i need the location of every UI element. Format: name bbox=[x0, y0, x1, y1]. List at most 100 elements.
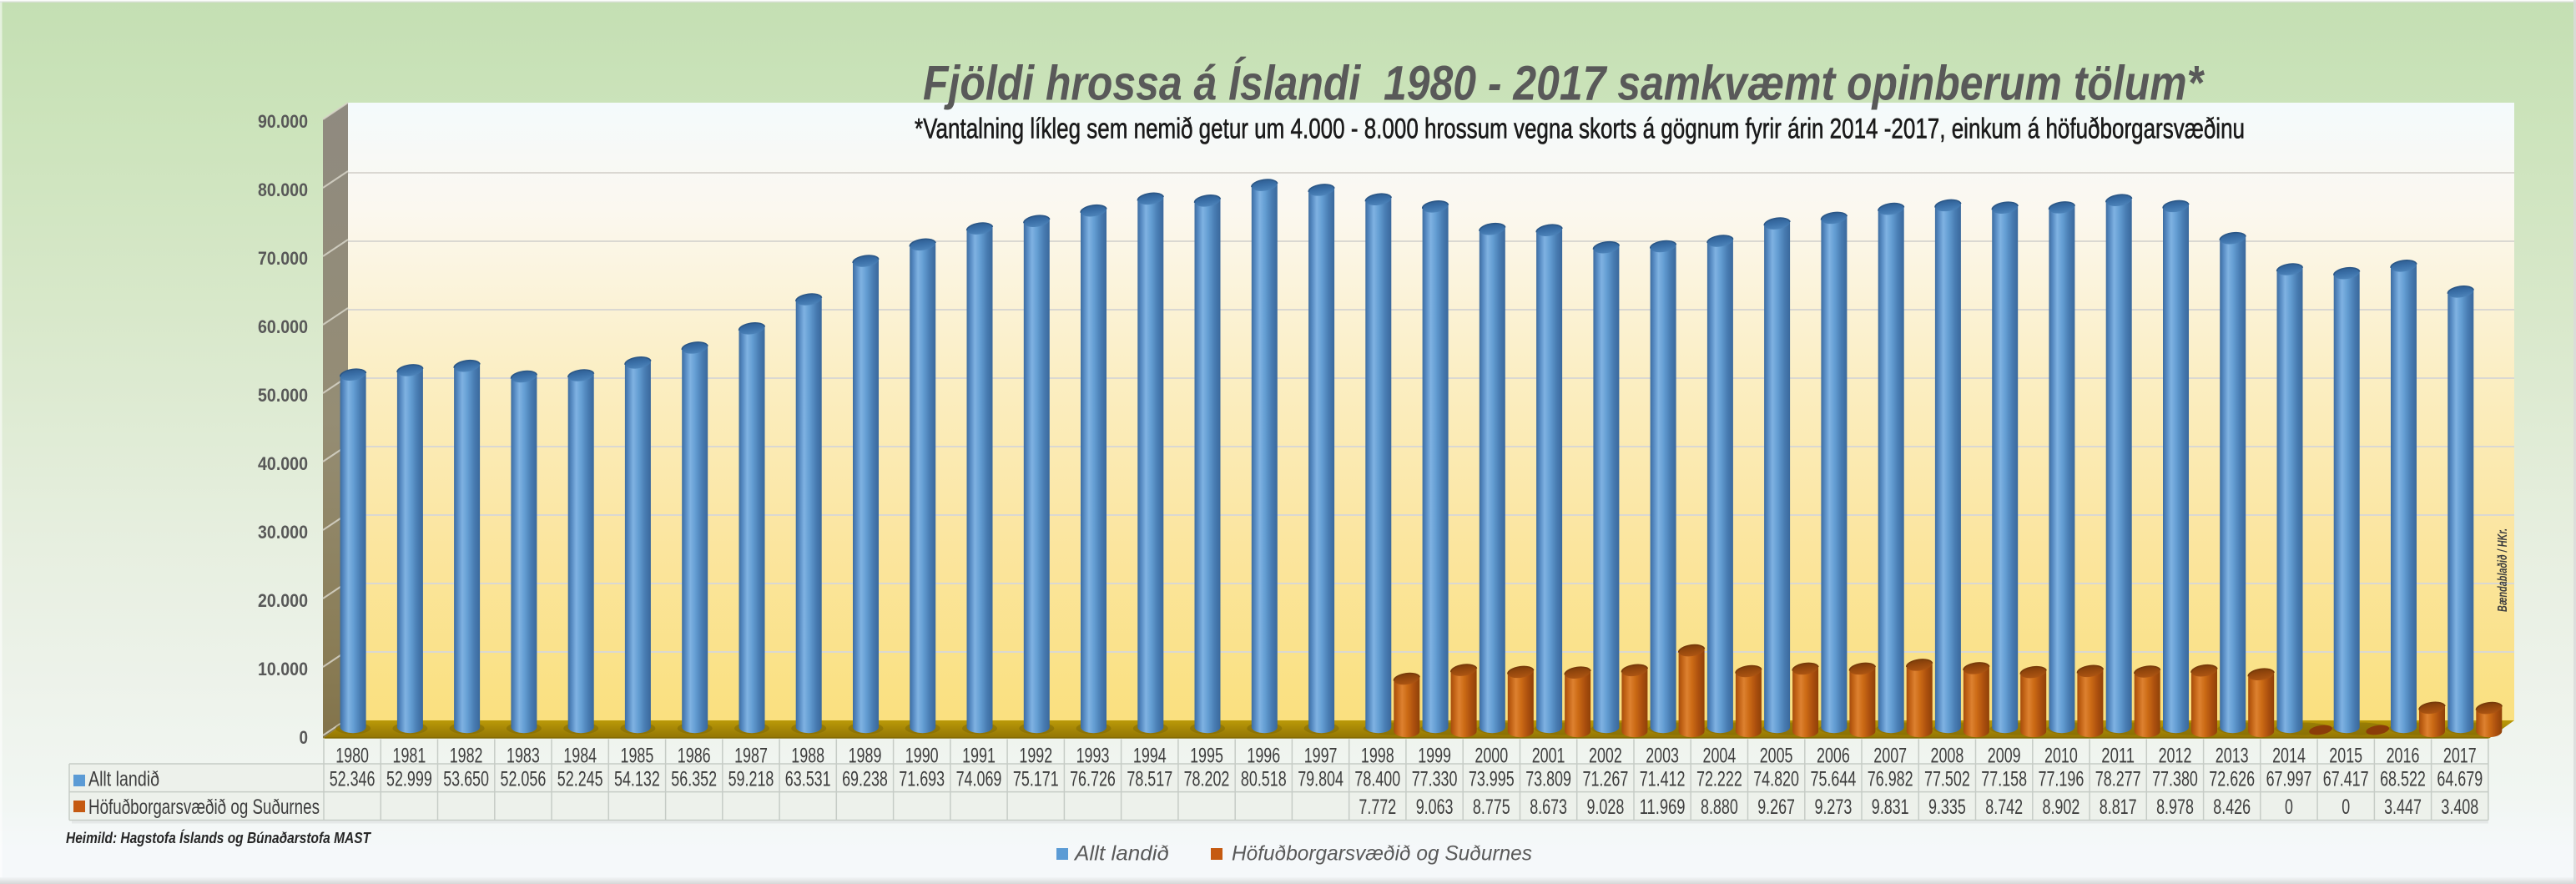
svg-text:56.352: 56.352 bbox=[671, 768, 717, 791]
svg-text:2003: 2003 bbox=[1646, 745, 1679, 768]
svg-text:77.380: 77.380 bbox=[2152, 768, 2198, 791]
svg-text:1999: 1999 bbox=[1418, 745, 1451, 768]
svg-text:77.502: 77.502 bbox=[1924, 768, 1970, 791]
svg-text:20.000: 20.000 bbox=[258, 590, 308, 611]
svg-text:1993: 1993 bbox=[1076, 745, 1110, 768]
svg-text:60.000: 60.000 bbox=[258, 316, 308, 337]
svg-text:2010: 2010 bbox=[2044, 745, 2078, 768]
svg-text:2017: 2017 bbox=[2443, 745, 2477, 768]
svg-text:52.056: 52.056 bbox=[501, 768, 547, 791]
svg-text:Allt landið: Allt landið bbox=[88, 768, 159, 791]
svg-text:1991: 1991 bbox=[962, 745, 996, 768]
svg-text:1983: 1983 bbox=[507, 745, 540, 768]
svg-text:76.982: 76.982 bbox=[1868, 768, 1913, 791]
svg-text:9.063: 9.063 bbox=[1416, 796, 1454, 819]
svg-text:67.417: 67.417 bbox=[2323, 768, 2369, 791]
svg-text:0: 0 bbox=[2342, 796, 2350, 819]
svg-text:1994: 1994 bbox=[1133, 745, 1167, 768]
svg-text:3.408: 3.408 bbox=[2441, 796, 2478, 819]
svg-text:1981: 1981 bbox=[393, 745, 426, 768]
svg-text:1998: 1998 bbox=[1361, 745, 1394, 768]
svg-text:0: 0 bbox=[300, 727, 309, 748]
svg-text:40.000: 40.000 bbox=[258, 453, 308, 474]
svg-text:72.626: 72.626 bbox=[2209, 768, 2255, 791]
svg-text:1982: 1982 bbox=[450, 745, 483, 768]
svg-text:*Vantalning líkleg sem nemið g: *Vantalning líkleg sem nemið getur um 4.… bbox=[915, 114, 2245, 145]
svg-text:74.069: 74.069 bbox=[956, 768, 1002, 791]
svg-text:74.820: 74.820 bbox=[1753, 768, 1799, 791]
svg-text:9.267: 9.267 bbox=[1757, 796, 1795, 819]
svg-text:52.346: 52.346 bbox=[330, 768, 376, 791]
svg-text:1988: 1988 bbox=[791, 745, 824, 768]
svg-text:2006: 2006 bbox=[1817, 745, 1850, 768]
svg-text:53.650: 53.650 bbox=[443, 768, 489, 791]
svg-text:2001: 2001 bbox=[1532, 745, 1565, 768]
svg-text:9.028: 9.028 bbox=[1587, 796, 1625, 819]
svg-text:67.997: 67.997 bbox=[2266, 768, 2312, 791]
svg-text:78.400: 78.400 bbox=[1354, 768, 1400, 791]
svg-text:50.000: 50.000 bbox=[258, 385, 308, 406]
svg-text:72.222: 72.222 bbox=[1696, 768, 1742, 791]
svg-text:78.517: 78.517 bbox=[1127, 768, 1172, 791]
svg-text:2011: 2011 bbox=[2101, 745, 2135, 768]
svg-text:77.330: 77.330 bbox=[1412, 768, 1458, 791]
svg-text:1996: 1996 bbox=[1247, 745, 1280, 768]
svg-text:2004: 2004 bbox=[1703, 745, 1737, 768]
svg-text:9.273: 9.273 bbox=[1815, 796, 1853, 819]
svg-text:2014: 2014 bbox=[2272, 745, 2306, 768]
svg-text:0: 0 bbox=[2285, 796, 2293, 819]
svg-text:2002: 2002 bbox=[1589, 745, 1622, 768]
svg-text:2012: 2012 bbox=[2159, 745, 2192, 768]
svg-text:1997: 1997 bbox=[1304, 745, 1338, 768]
svg-text:78.277: 78.277 bbox=[2095, 768, 2141, 791]
svg-text:Bændablaðið / HKr.: Bændablaðið / HKr. bbox=[2496, 528, 2510, 612]
svg-text:54.132: 54.132 bbox=[614, 768, 660, 791]
svg-text:Allt landið: Allt landið bbox=[1073, 842, 1169, 866]
svg-text:9.335: 9.335 bbox=[1928, 796, 1966, 819]
svg-text:75.171: 75.171 bbox=[1013, 768, 1059, 791]
svg-text:68.522: 68.522 bbox=[2380, 768, 2426, 791]
svg-text:2000: 2000 bbox=[1475, 745, 1508, 768]
svg-text:71.412: 71.412 bbox=[1640, 768, 1686, 791]
svg-text:8.673: 8.673 bbox=[1530, 796, 1567, 819]
svg-text:1980: 1980 bbox=[335, 745, 369, 768]
svg-text:2015: 2015 bbox=[2329, 745, 2362, 768]
svg-text:73.995: 73.995 bbox=[1469, 768, 1515, 791]
svg-text:8.775: 8.775 bbox=[1473, 796, 1510, 819]
svg-text:1989: 1989 bbox=[849, 745, 882, 768]
svg-text:2009: 2009 bbox=[1988, 745, 2021, 768]
svg-text:70.000: 70.000 bbox=[258, 248, 308, 269]
svg-text:1992: 1992 bbox=[1019, 745, 1052, 768]
svg-text:2013: 2013 bbox=[2216, 745, 2249, 768]
svg-text:9.831: 9.831 bbox=[1872, 796, 1909, 819]
svg-text:64.679: 64.679 bbox=[2437, 768, 2483, 791]
svg-text:52.999: 52.999 bbox=[386, 768, 432, 791]
svg-text:1986: 1986 bbox=[678, 745, 711, 768]
svg-text:63.531: 63.531 bbox=[785, 768, 831, 791]
svg-text:8.880: 8.880 bbox=[1701, 796, 1738, 819]
svg-text:Fjöldi hrossa á Íslandi 1980: Fjöldi hrossa á Íslandi 1980 - 2017 samk… bbox=[923, 57, 2205, 111]
svg-text:79.804: 79.804 bbox=[1298, 768, 1343, 791]
svg-text:52.245: 52.245 bbox=[557, 768, 603, 791]
svg-text:8.902: 8.902 bbox=[2043, 796, 2080, 819]
svg-text:8.742: 8.742 bbox=[1985, 796, 2023, 819]
svg-text:90.000: 90.000 bbox=[258, 111, 308, 132]
svg-text:1995: 1995 bbox=[1190, 745, 1223, 768]
svg-text:3.447: 3.447 bbox=[2384, 796, 2422, 819]
svg-text:Höfuðborgarsvæðið og Suðurnes: Höfuðborgarsvæðið og Suðurnes bbox=[1232, 842, 1532, 866]
svg-text:69.238: 69.238 bbox=[842, 768, 888, 791]
svg-text:77.196: 77.196 bbox=[2039, 768, 2084, 791]
svg-text:78.202: 78.202 bbox=[1184, 768, 1230, 791]
svg-text:1984: 1984 bbox=[563, 745, 597, 768]
svg-text:2005: 2005 bbox=[1760, 745, 1793, 768]
svg-text:73.809: 73.809 bbox=[1525, 768, 1571, 791]
svg-text:2007: 2007 bbox=[1873, 745, 1907, 768]
svg-text:75.644: 75.644 bbox=[1811, 768, 1857, 791]
svg-text:71.693: 71.693 bbox=[899, 768, 945, 791]
svg-text:1987: 1987 bbox=[734, 745, 768, 768]
svg-text:8.978: 8.978 bbox=[2156, 796, 2194, 819]
svg-text:Heimild: Hagstofa Íslands og B: Heimild: Hagstofa Íslands og Búnaðarstof… bbox=[66, 829, 371, 846]
svg-text:30.000: 30.000 bbox=[258, 522, 308, 543]
svg-text:8.817: 8.817 bbox=[2100, 796, 2137, 819]
svg-text:11.969: 11.969 bbox=[1640, 796, 1686, 819]
